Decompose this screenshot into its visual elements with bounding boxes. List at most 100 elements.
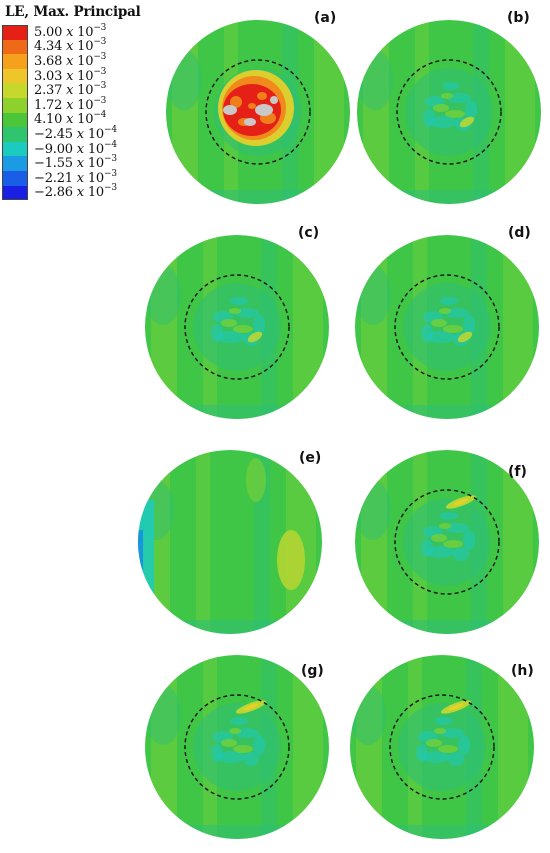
legend-value: 2.37 x 10−3: [34, 81, 106, 98]
legend-swatch: [2, 54, 28, 69]
green-blob: [443, 325, 463, 333]
panel-label-a: (a): [314, 10, 337, 26]
panel-label-c: (c): [298, 225, 320, 241]
cyan-blob: [235, 728, 259, 738]
strain-field: [350, 655, 534, 839]
dashed-circle: [184, 274, 290, 380]
legend-mantissa: −2.86: [34, 185, 77, 201]
cyan-blob: [427, 546, 455, 558]
legend-row: 4.10 x 10−4: [2, 110, 162, 128]
hot-streak: [448, 703, 464, 711]
panel-label-e: (e): [299, 450, 322, 466]
legend-row: 2.37 x 10−3: [2, 81, 162, 98]
legend-base: 10: [87, 126, 105, 142]
green-blob: [433, 104, 449, 112]
orange-patch: [257, 92, 267, 100]
panel-label-d: (d): [508, 225, 531, 241]
legend-value: −9.00 x 10−4: [34, 140, 117, 157]
legend-value: 4.10 x 10−4: [34, 110, 106, 127]
legend-row: 3.03 x 10−3: [2, 66, 162, 84]
strain-field: [355, 235, 539, 419]
legend-scale: 5.00 x 10−3 4.34 x 10−3 3.68 x 10−3 3.03 x …: [2, 23, 162, 200]
strain-band: [503, 235, 533, 419]
legend-base: 10: [77, 112, 94, 128]
contour-plot-b: [357, 20, 541, 204]
cyan-blob: [440, 512, 458, 520]
panel-label-f: (f): [508, 464, 527, 480]
legend-times: x: [76, 170, 88, 186]
cyan-blob: [445, 523, 469, 533]
green-blob: [439, 523, 451, 529]
cyan-blob: [453, 547, 469, 561]
legend-swatch: [2, 127, 28, 142]
legend-times: x: [76, 156, 88, 172]
legend-mantissa: −2.45: [34, 126, 77, 142]
cyan-blob: [416, 744, 428, 762]
edge-region: [166, 50, 202, 110]
strain-band: [196, 450, 210, 634]
legend-base: 10: [87, 156, 105, 172]
legend-exponent: −4: [93, 110, 107, 121]
contour-plot-d: [355, 235, 539, 419]
green-blob: [233, 325, 253, 333]
legend-value: 5.00 x 10−3: [34, 23, 106, 40]
cyan-blob: [458, 735, 470, 755]
contour-plot-c: [145, 235, 329, 419]
panel-label-b: (b): [507, 10, 530, 26]
contour-plot-g: [145, 655, 329, 839]
legend-exponent: −4: [104, 124, 117, 135]
gray-patch: [255, 104, 273, 116]
rim-region: [357, 190, 541, 204]
orange-patch: [230, 96, 242, 108]
gray-patch: [270, 96, 278, 104]
light-region: [246, 458, 266, 502]
core-region: [403, 498, 491, 586]
legend-base: 10: [77, 39, 94, 55]
green-blob: [426, 739, 442, 747]
green-blob: [443, 540, 463, 548]
rim-region: [166, 190, 350, 204]
legend-exponent: −3: [93, 51, 107, 62]
strain-band: [361, 450, 387, 634]
green-blob: [438, 745, 458, 753]
strain-field: [138, 450, 322, 634]
cyan-blob: [253, 315, 265, 335]
legend-mantissa: 3.68: [34, 53, 67, 69]
strain-band: [356, 655, 382, 839]
green-blob: [434, 728, 446, 734]
legend-swatch: [2, 112, 28, 128]
legend-exponent: −3: [104, 168, 117, 179]
cyan-blob: [442, 82, 460, 90]
panel-f: (f): [353, 440, 541, 640]
dashed-circle: [389, 694, 495, 800]
cyan-blob: [465, 100, 477, 120]
strain-band: [151, 235, 177, 419]
cyan-blob: [463, 530, 475, 550]
legend-exponent: −3: [93, 66, 107, 77]
edge-region: [145, 265, 181, 325]
legend-base: 10: [87, 170, 105, 186]
cyan-blob: [211, 324, 223, 342]
hot-region: [218, 70, 294, 146]
legend-times: x: [66, 24, 78, 40]
cyan-blob: [440, 297, 458, 305]
cyan-blob: [440, 728, 464, 738]
edge-region: [350, 685, 386, 745]
legend-times: x: [66, 53, 78, 69]
legend-swatch: [2, 170, 28, 186]
legend-mantissa: 5.00: [34, 24, 67, 40]
panel-b: (b): [355, 10, 543, 210]
green-blob: [445, 110, 465, 118]
legend-times: x: [76, 185, 88, 201]
legend-value: −2.86 x 10−3: [34, 183, 117, 200]
strain-band: [363, 20, 389, 204]
core-region: [193, 283, 281, 371]
legend-base: 10: [77, 83, 94, 99]
legend-row: 3.68 x 10−3: [2, 51, 162, 69]
strain-band: [505, 20, 535, 204]
dashed-circle: [205, 59, 311, 165]
yellow-region: [277, 530, 305, 590]
cyan-blob: [217, 331, 245, 343]
cyan-blob: [429, 116, 457, 128]
green-blob: [431, 319, 447, 327]
